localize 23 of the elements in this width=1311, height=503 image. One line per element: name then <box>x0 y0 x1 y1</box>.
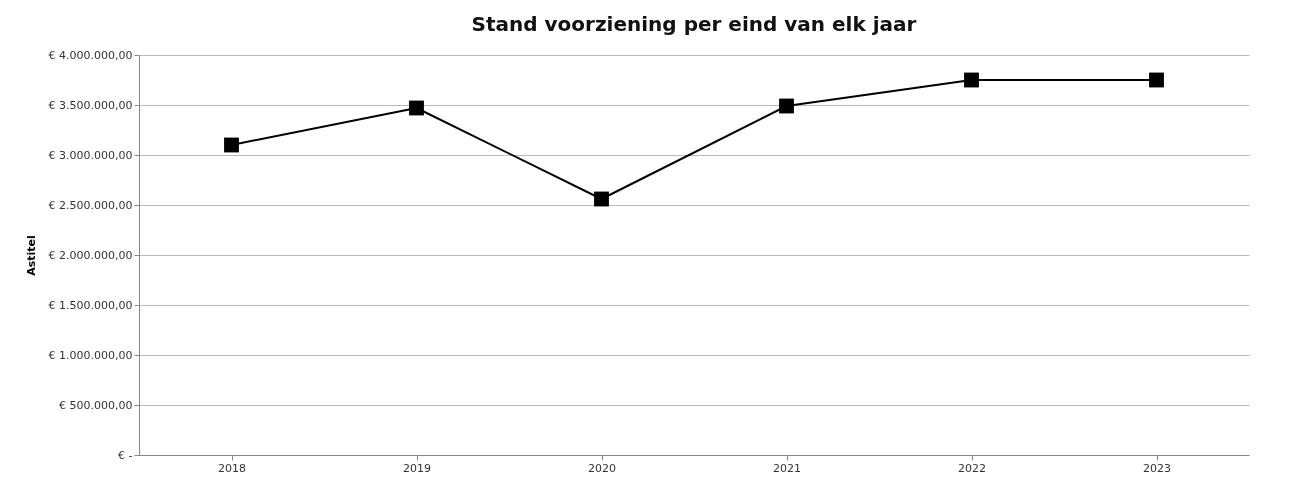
point <box>409 100 424 116</box>
x-tick-label: 2022 <box>958 461 986 475</box>
x-tick-label: 2018 <box>218 461 246 475</box>
y-tick-label: € 1.000.000,00 <box>48 348 133 362</box>
point <box>964 72 979 88</box>
point <box>1149 72 1164 88</box>
x-tick-label: 2020 <box>588 461 616 475</box>
x-tick-label: 2023 <box>1143 461 1171 475</box>
x-tick-label: 2019 <box>403 461 431 475</box>
y-tick-label: € - <box>118 448 133 462</box>
y-tick-label: € 3.000.000,00 <box>48 148 133 162</box>
y-axis-title: Astitel <box>24 235 38 276</box>
y-tick-label: € 4.000.000,00 <box>48 48 133 62</box>
y-tick-label: € 2.500.000,00 <box>48 198 133 212</box>
y-tick-label: € 1.500.000,00 <box>48 298 133 312</box>
y-tick-label: € 500.000,00 <box>59 398 133 412</box>
point <box>594 191 609 207</box>
x-tick-label: 2021 <box>773 461 801 475</box>
chart-title: Stand voorziening per eind van elk jaar <box>471 12 917 36</box>
y-tick-label: € 2.000.000,00 <box>48 248 133 262</box>
point <box>779 98 794 114</box>
y-tick-label: € 3.500.000,00 <box>48 98 133 112</box>
point <box>224 137 239 153</box>
